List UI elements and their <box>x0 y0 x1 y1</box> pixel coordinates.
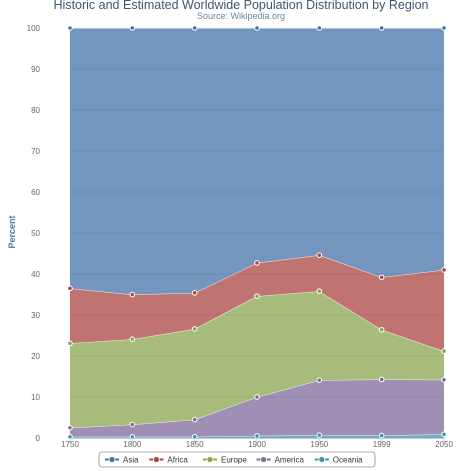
legend-item-asia[interactable]: Asia <box>105 456 139 465</box>
markers <box>67 25 447 440</box>
chart-title: Historic and Estimated Worldwide Populat… <box>54 0 429 12</box>
y-tick-label: 10 <box>31 393 40 402</box>
data-point-africa[interactable] <box>67 285 73 292</box>
data-point-america[interactable] <box>378 376 385 383</box>
data-point-asia[interactable] <box>378 25 385 31</box>
data-point-asia[interactable] <box>441 25 447 31</box>
legend-marker <box>206 456 214 463</box>
data-point-oceania[interactable] <box>254 433 260 439</box>
data-point-america[interactable] <box>129 421 136 428</box>
legend-item-europe[interactable]: Europe <box>203 456 247 465</box>
x-tick-label: 1900 <box>248 440 266 449</box>
data-point-america[interactable] <box>254 394 260 400</box>
y-tick-label: 30 <box>31 311 40 320</box>
data-point-asia[interactable] <box>316 25 323 31</box>
x-tick-label: 1750 <box>61 440 79 449</box>
data-point-america[interactable] <box>67 424 73 431</box>
data-point-africa[interactable] <box>441 267 447 273</box>
x-tick-label: 1999 <box>373 440 391 449</box>
y-tick-label: 80 <box>31 106 40 115</box>
data-point-oceania[interactable] <box>378 432 385 439</box>
data-point-oceania[interactable] <box>316 432 323 438</box>
legend-marker <box>318 456 326 463</box>
x-tick-label: 1850 <box>186 440 204 449</box>
y-tick-label: 40 <box>31 270 40 279</box>
chart-subtitle: Source: Wikipedia.org <box>197 11 285 21</box>
data-point-africa[interactable] <box>191 290 198 296</box>
data-point-america[interactable] <box>316 377 323 383</box>
axes: 0 10 20 30 40 50 60 70 80 90 100 1750 1800 1850 1900 19… <box>27 24 454 449</box>
legend-item-oceania[interactable]: Oceania <box>314 456 363 465</box>
legend-marker <box>152 456 160 463</box>
data-point-africa[interactable] <box>254 260 260 266</box>
area-asia <box>70 28 444 295</box>
legend-label: Asia <box>123 456 139 465</box>
data-point-america[interactable] <box>441 376 447 383</box>
legend-box <box>98 451 376 468</box>
legend-label: Oceania <box>333 456 363 465</box>
y-tick-label: 60 <box>31 188 40 197</box>
x-tick-label: 1950 <box>310 440 328 449</box>
data-point-africa[interactable] <box>316 252 323 258</box>
data-point-oceania[interactable] <box>441 431 447 438</box>
x-tick-label: 2050 <box>435 440 453 449</box>
data-point-europe[interactable] <box>191 326 198 332</box>
legend-item-america[interactable]: America <box>256 456 305 465</box>
legend: Asia Africa Europe America Oceania <box>98 451 376 468</box>
data-point-europe[interactable] <box>67 340 73 347</box>
data-point-europe[interactable] <box>441 348 447 354</box>
legend-marker <box>260 456 268 463</box>
y-axis-label: Percent <box>7 215 17 248</box>
legend-item-africa[interactable]: Africa <box>149 456 188 465</box>
area-africa <box>70 255 444 352</box>
data-point-europe[interactable] <box>254 293 260 299</box>
data-point-europe[interactable] <box>129 336 136 342</box>
data-point-asia[interactable] <box>129 25 136 31</box>
y-tick-label: 100 <box>27 24 41 33</box>
legend-label: America <box>275 456 305 465</box>
data-point-africa[interactable] <box>129 291 136 298</box>
area-europe <box>70 291 444 428</box>
data-point-asia[interactable] <box>254 25 260 31</box>
y-tick-label: 70 <box>31 147 40 156</box>
y-tick-label: 50 <box>31 229 40 238</box>
y-tick-label: 20 <box>31 352 40 361</box>
data-point-asia[interactable] <box>67 25 73 31</box>
data-point-europe[interactable] <box>378 326 385 333</box>
legend-label: Europe <box>221 456 247 465</box>
data-point-asia[interactable] <box>191 25 198 31</box>
x-tick-label: 1800 <box>123 440 141 449</box>
data-point-europe[interactable] <box>316 288 323 295</box>
legend-label: Africa <box>167 456 188 465</box>
data-point-america[interactable] <box>191 416 198 423</box>
data-point-africa[interactable] <box>378 274 385 281</box>
plot-area <box>69 27 445 438</box>
y-tick-label: 0 <box>36 434 41 443</box>
y-tick-label: 90 <box>31 65 40 74</box>
legend-marker <box>108 456 116 463</box>
